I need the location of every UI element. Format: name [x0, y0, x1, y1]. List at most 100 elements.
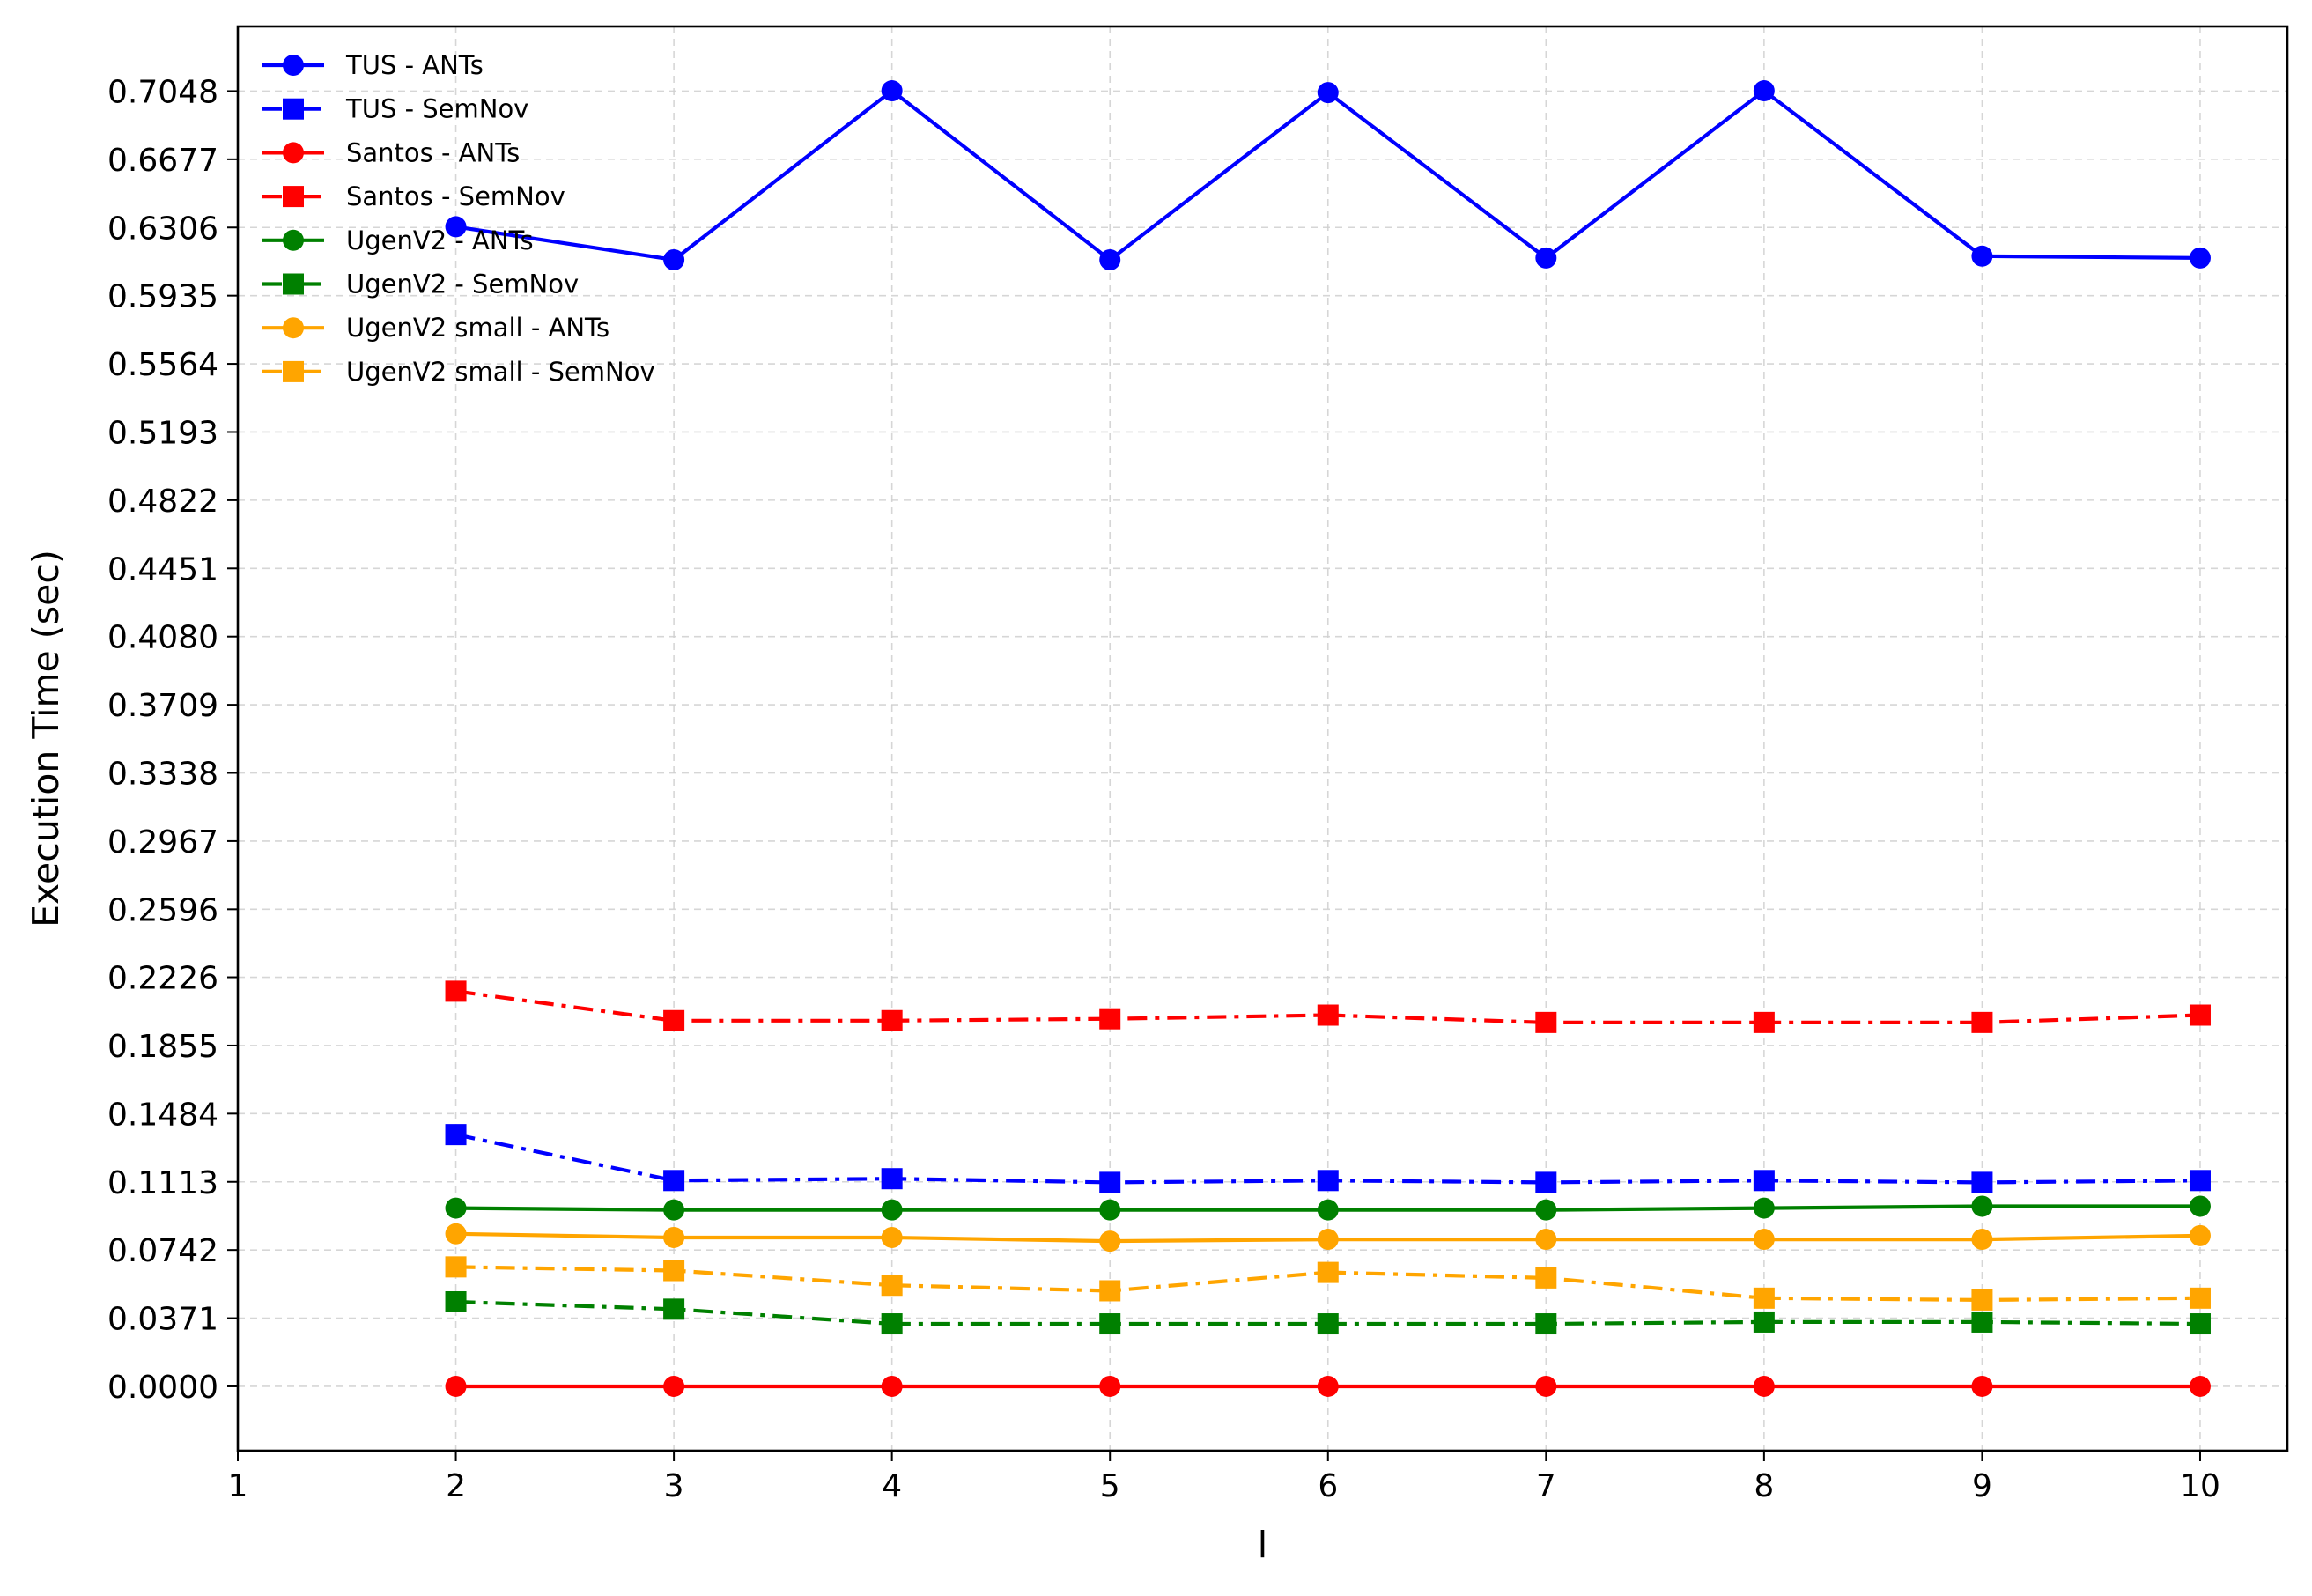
- y-tick-label: 0.4822: [107, 484, 218, 520]
- legend: TUS - ANTs TUS - SemNov Santos - ANTs Santo…: [262, 50, 655, 387]
- x-tick-label: 3: [664, 1468, 684, 1504]
- legend-marker: [283, 360, 304, 382]
- data-point: [2189, 1313, 2211, 1335]
- legend-label: UgenV2 small - SemNov: [346, 357, 655, 387]
- data-point: [881, 1009, 903, 1031]
- legend-marker: [283, 55, 304, 76]
- data-point: [445, 1124, 467, 1146]
- y-tick-label: 0.6306: [107, 211, 218, 247]
- y-tick-label: 0.4080: [107, 620, 218, 656]
- data-point: [1753, 80, 1775, 102]
- y-tick-label: 0.0371: [107, 1302, 218, 1338]
- legend-entry: TUS - ANTs: [262, 50, 484, 80]
- data-point: [1317, 1170, 1339, 1192]
- legend-marker: [283, 317, 304, 339]
- series-group: [445, 80, 2211, 1397]
- data-point: [1753, 1170, 1775, 1192]
- y-tick-label: 0.1113: [107, 1165, 218, 1201]
- data-point: [445, 1197, 467, 1219]
- y-tick-label: 0.5935: [107, 279, 218, 315]
- x-tick-label: 7: [1536, 1468, 1556, 1504]
- y-tick-label: 0.6677: [107, 143, 218, 179]
- data-point: [1535, 247, 1557, 269]
- data-point: [2189, 1170, 2211, 1192]
- legend-label: Santos - SemNov: [346, 181, 565, 211]
- y-tick-label: 0.0000: [107, 1370, 218, 1406]
- legend-marker: [283, 273, 304, 295]
- x-tick-label: 8: [1754, 1468, 1774, 1504]
- y-tick-label: 0.7048: [107, 74, 218, 110]
- data-point: [663, 1009, 685, 1031]
- legend-entry: UgenV2 - SemNov: [262, 270, 579, 299]
- series-1: [445, 80, 2211, 270]
- data-point: [1099, 1171, 1121, 1193]
- data-point: [663, 1298, 685, 1320]
- data-point: [1535, 1199, 1557, 1221]
- data-point: [881, 1375, 903, 1397]
- data-point: [663, 1375, 685, 1397]
- legend-label: UgenV2 - ANTs: [346, 225, 534, 255]
- data-point: [1535, 1267, 1557, 1289]
- legend-marker: [283, 186, 304, 208]
- data-point: [1317, 1004, 1339, 1026]
- data-point: [1753, 1011, 1775, 1033]
- y-tick-label: 0.5193: [107, 415, 218, 451]
- y-tick-label: 0.2967: [107, 824, 218, 861]
- series-7: [445, 1223, 2211, 1252]
- x-tick-label: 4: [882, 1468, 902, 1504]
- legend-label: UgenV2 small - ANTs: [346, 313, 609, 343]
- legend-label: Santos - ANTs: [346, 137, 520, 167]
- data-point: [1535, 1313, 1557, 1335]
- data-point: [881, 80, 903, 102]
- data-point: [1971, 245, 1993, 267]
- data-point: [2189, 247, 2211, 269]
- y-tick-label: 0.1484: [107, 1097, 218, 1133]
- x-tick-label: 2: [446, 1468, 466, 1504]
- y-axis-label: Execution Time (sec): [25, 550, 67, 927]
- data-point: [445, 980, 467, 1002]
- x-tick-label: 9: [1972, 1468, 1992, 1504]
- y-tick-label: 0.2226: [107, 961, 218, 997]
- data-point: [1753, 1375, 1775, 1397]
- data-point: [445, 1223, 467, 1245]
- data-point: [1753, 1197, 1775, 1219]
- data-point: [1535, 1011, 1557, 1033]
- x-tick-label: 5: [1100, 1468, 1120, 1504]
- data-point: [663, 248, 685, 270]
- data-point: [1753, 1229, 1775, 1251]
- legend-label: UgenV2 - SemNov: [346, 270, 579, 299]
- data-point: [1317, 1313, 1339, 1335]
- x-tick-label: 1: [228, 1468, 248, 1504]
- y-tick-label: 0.2596: [107, 892, 218, 928]
- legend-entry: TUS - SemNov: [262, 94, 528, 124]
- legend-label: TUS - ANTs: [345, 50, 484, 80]
- data-point: [2189, 1224, 2211, 1246]
- series-5: [445, 1195, 2211, 1221]
- data-point: [1971, 1195, 1993, 1217]
- data-point: [1753, 1287, 1775, 1309]
- data-point: [663, 1199, 685, 1221]
- series-2: [445, 1124, 2211, 1193]
- data-point: [1317, 1229, 1339, 1251]
- y-tick-label: 0.3338: [107, 757, 218, 793]
- data-point: [881, 1199, 903, 1221]
- legend-marker: [283, 142, 304, 164]
- x-axis-label: l: [1258, 1524, 1267, 1566]
- data-point: [1099, 1199, 1121, 1221]
- data-point: [1971, 1171, 1993, 1193]
- data-point: [881, 1226, 903, 1248]
- data-point: [1099, 1313, 1121, 1335]
- data-point: [1317, 1375, 1339, 1397]
- data-point: [663, 1170, 685, 1192]
- legend-marker: [283, 98, 304, 120]
- data-point: [1535, 1171, 1557, 1193]
- data-point: [663, 1260, 685, 1282]
- series-6: [445, 1290, 2211, 1335]
- legend-entry: Santos - SemNov: [262, 181, 565, 211]
- y-tick-label: 0.1855: [107, 1029, 218, 1065]
- data-point: [445, 1290, 467, 1312]
- data-point: [663, 1226, 685, 1248]
- x-tick-label: 10: [2180, 1468, 2220, 1504]
